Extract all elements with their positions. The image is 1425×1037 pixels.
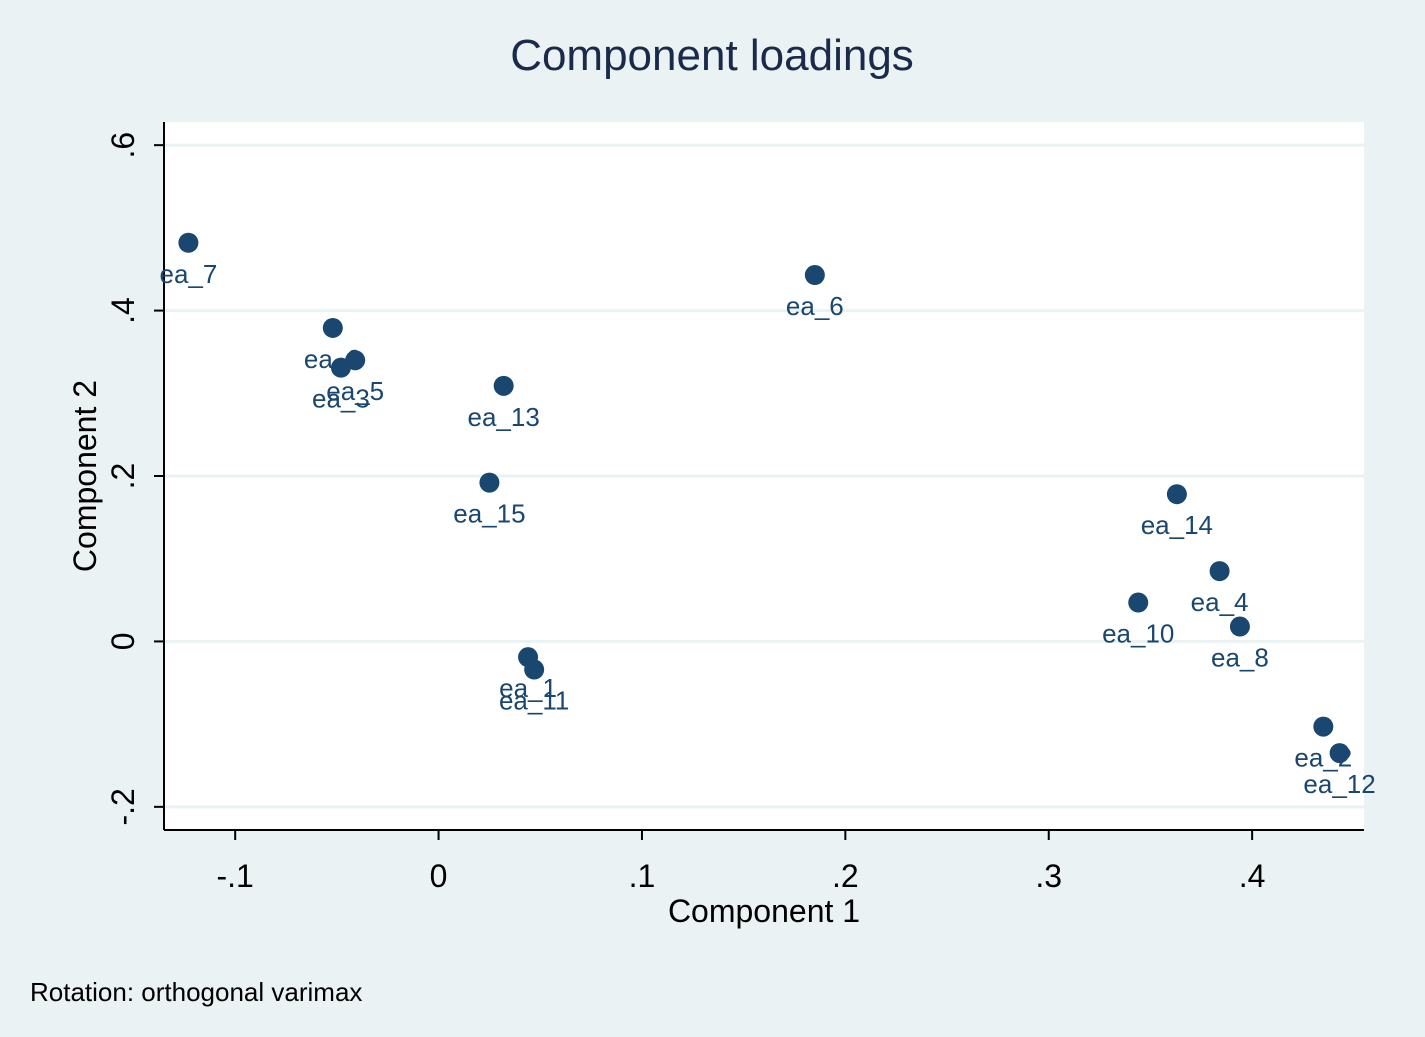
- point-ea_12: [1329, 743, 1350, 764]
- point-label-ea_3: ea_3: [312, 384, 370, 414]
- point-ea_13: [493, 375, 514, 396]
- x-ticks: -.1 0 .1 .2 .3 .4: [217, 830, 1266, 894]
- gridlines: [164, 143, 1364, 809]
- point-label-ea_7: ea_7: [159, 259, 217, 289]
- point-ea_11: [524, 659, 545, 680]
- point-ea_9: [322, 317, 343, 338]
- point-ea_4: [1209, 561, 1230, 582]
- y-tick-label-0: -.2: [105, 788, 141, 825]
- scatter-points: ea_7ea_9ea_5ea_3ea_13ea_15ea_6ea_1ea_11e…: [159, 232, 1376, 799]
- point-ea_15: [479, 472, 500, 493]
- point-ea_6: [804, 265, 825, 286]
- point-label-ea_15: ea_15: [453, 499, 525, 529]
- point-label-ea_11: ea_11: [499, 686, 569, 716]
- point-label-ea_13: ea_13: [468, 402, 540, 432]
- point-label-ea_12: ea_12: [1303, 769, 1375, 799]
- point-label-ea_14: ea_14: [1141, 510, 1213, 540]
- point-label-ea_4: ea_4: [1191, 587, 1249, 617]
- x-axis-title: Component 1: [668, 893, 860, 929]
- x-tick-label-3: .2: [832, 858, 859, 894]
- point-label-ea_10: ea_10: [1102, 619, 1174, 649]
- x-tick-label-5: .4: [1239, 858, 1266, 894]
- y-tick-label-2: .2: [105, 463, 141, 490]
- point-label-ea_6: ea_6: [786, 291, 844, 321]
- point-ea_2: [1313, 716, 1334, 737]
- point-label-ea_5: ea_5: [326, 376, 384, 406]
- rotation-note: Rotation: orthogonal varimax: [30, 977, 362, 1007]
- y-tick-label-3: .4: [105, 297, 141, 324]
- point-label-ea_1: ea_1: [499, 673, 557, 703]
- x-tick-label-4: .3: [1035, 858, 1062, 894]
- point-ea_7: [178, 232, 199, 253]
- point-ea_14: [1166, 484, 1187, 505]
- point-label-ea_8: ea_8: [1211, 643, 1269, 673]
- x-tick-label-1: 0: [430, 858, 448, 894]
- y-tick-label-1: 0: [105, 633, 141, 651]
- x-tick-label-0: -.1: [217, 858, 254, 894]
- y-axis-title: Component 2: [67, 380, 103, 572]
- x-tick-label-2: .1: [629, 858, 656, 894]
- chart-title: Component loadings: [510, 31, 914, 80]
- point-ea_3: [330, 357, 351, 378]
- point-ea_8: [1229, 616, 1250, 637]
- point-ea_10: [1128, 592, 1149, 613]
- y-tick-label-4: .6: [105, 132, 141, 159]
- y-ticks: -.2 0 .2 .4 .6: [105, 132, 164, 826]
